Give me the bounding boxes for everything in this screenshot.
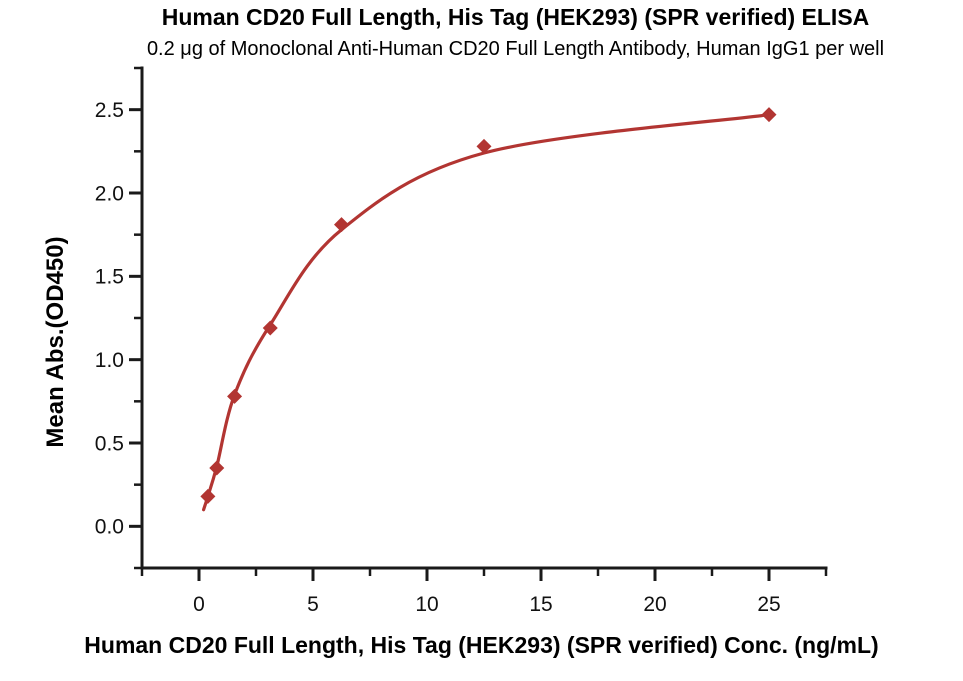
x-tick-label: 15: [529, 593, 552, 616]
data-point-marker: [761, 107, 777, 123]
x-tick-label: 25: [757, 593, 780, 616]
y-tick-label: 2.5: [95, 99, 124, 122]
chart-subtitle: 0.2 μg of Monoclonal Anti-Human CD20 Ful…: [146, 38, 885, 60]
y-tick-label: 2.0: [95, 182, 124, 205]
y-axis-label: Mean Abs.(OD450): [42, 236, 69, 448]
y-tick-label: 0.0: [95, 516, 124, 539]
x-axis-label: Human CD20 Full Length, His Tag (HEK293)…: [84, 632, 879, 658]
data-point-marker: [476, 138, 492, 154]
data-point-marker: [334, 217, 349, 233]
x-tick-label: 10: [415, 593, 438, 616]
y-tick-label: 0.5: [95, 432, 124, 455]
y-tick-label: 1.0: [95, 349, 124, 372]
chart-title: Human CD20 Full Length, His Tag (HEK293)…: [161, 4, 870, 30]
data-point-marker: [227, 388, 243, 404]
data-point-marker: [209, 460, 225, 476]
x-tick-label: 0: [193, 593, 205, 616]
fit-curve: [202, 113, 771, 512]
x-tick-label: 20: [643, 593, 666, 616]
x-tick-label: 5: [307, 593, 319, 616]
y-tick-label: 1.5: [95, 266, 124, 289]
data-point-marker: [200, 488, 216, 504]
data-point-marker: [262, 320, 278, 336]
